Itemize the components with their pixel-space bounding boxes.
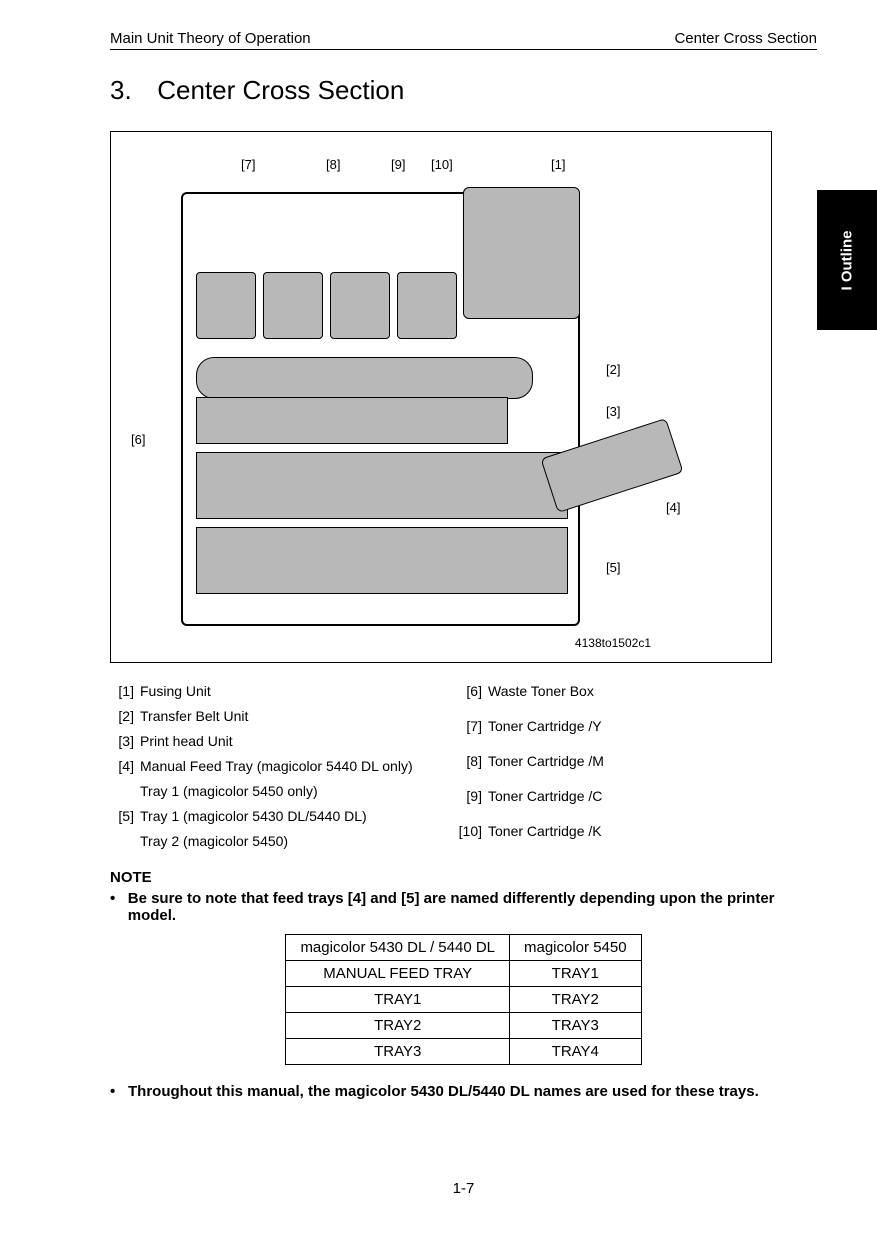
part-number: [3] bbox=[110, 733, 140, 749]
part-number: [1] bbox=[110, 683, 140, 699]
part-number: [5] bbox=[110, 808, 140, 824]
table-cell: TRAY1 bbox=[286, 987, 510, 1013]
table-row: TRAY3TRAY4 bbox=[286, 1039, 641, 1065]
cross-section-figure: [1] [2] [3] [4] [5] [6] [7] [8] [9] [10] 4138to15… bbox=[110, 131, 772, 663]
part-number: [7] bbox=[458, 718, 488, 734]
note-bullet-2: • Throughout this manual, the magicolor … bbox=[110, 1083, 817, 1100]
tray-mapping-table: magicolor 5430 DL / 5440 DLmagicolor 545… bbox=[285, 934, 641, 1065]
callout-c8: [8] bbox=[326, 157, 340, 172]
header-right: Center Cross Section bbox=[674, 30, 817, 47]
part-description: Toner Cartridge /K bbox=[488, 823, 604, 839]
part-description: Toner Cartridge /M bbox=[488, 753, 604, 769]
table-cell: TRAY4 bbox=[510, 1039, 642, 1065]
page-number: 1-7 bbox=[110, 1180, 817, 1197]
parts-list: [1]Fusing Unit[2]Transfer Belt Unit[3]Pr… bbox=[110, 683, 817, 849]
part-description: Waste Toner Box bbox=[488, 683, 604, 699]
bullet-icon: • bbox=[110, 890, 128, 924]
side-tab-label: I Outline bbox=[839, 230, 856, 290]
table-cell: TRAY1 bbox=[510, 961, 642, 987]
callout-c2: [2] bbox=[606, 362, 620, 377]
part-number: [4] bbox=[110, 758, 140, 774]
table-cell: TRAY3 bbox=[510, 1013, 642, 1039]
table-row: TRAY1TRAY2 bbox=[286, 987, 641, 1013]
page-header: Main Unit Theory of Operation Center Cro… bbox=[110, 30, 817, 50]
part-description: Fusing Unit bbox=[140, 683, 450, 699]
note-bullet-1: • Be sure to note that feed trays [4] an… bbox=[110, 890, 817, 924]
part-description: Manual Feed Tray (magicolor 5440 DL only… bbox=[140, 758, 450, 774]
part-number: [2] bbox=[110, 708, 140, 724]
figure-id: 4138to1502c1 bbox=[575, 636, 651, 650]
bullet-icon: • bbox=[110, 1083, 128, 1100]
header-left: Main Unit Theory of Operation bbox=[110, 30, 311, 47]
section-name: Center Cross Section bbox=[157, 75, 404, 105]
table-header: magicolor 5450 bbox=[510, 935, 642, 961]
part-description: Transfer Belt Unit bbox=[140, 708, 450, 724]
part-number: [6] bbox=[458, 683, 488, 699]
table-row: MANUAL FEED TRAYTRAY1 bbox=[286, 961, 641, 987]
section-number: 3. bbox=[110, 75, 150, 106]
note-text-2: Throughout this manual, the magicolor 54… bbox=[128, 1083, 759, 1100]
callout-c5: [5] bbox=[606, 560, 620, 575]
callout-c4: [4] bbox=[666, 500, 680, 515]
note-text-1: Be sure to note that feed trays [4] and … bbox=[128, 890, 817, 924]
side-tab: I Outline bbox=[817, 190, 877, 330]
part-description: Tray 1 (magicolor 5430 DL/5440 DL) bbox=[140, 808, 450, 824]
part-description: Tray 1 (magicolor 5450 only) bbox=[140, 783, 450, 799]
part-number: [8] bbox=[458, 753, 488, 769]
callout-c9: [9] bbox=[391, 157, 405, 172]
section-title: 3. Center Cross Section bbox=[110, 75, 817, 106]
callout-c7: [7] bbox=[241, 157, 255, 172]
callout-c1: [1] bbox=[551, 157, 565, 172]
table-row: TRAY2TRAY3 bbox=[286, 1013, 641, 1039]
callout-c3: [3] bbox=[606, 404, 620, 419]
part-description: Toner Cartridge /Y bbox=[488, 718, 604, 734]
part-description: Toner Cartridge /C bbox=[488, 788, 604, 804]
callout-c10: [10] bbox=[431, 157, 453, 172]
note-heading: NOTE bbox=[110, 869, 817, 886]
table-cell: TRAY3 bbox=[286, 1039, 510, 1065]
callout-c6: [6] bbox=[131, 432, 145, 447]
table-cell: MANUAL FEED TRAY bbox=[286, 961, 510, 987]
table-cell: TRAY2 bbox=[510, 987, 642, 1013]
table-cell: TRAY2 bbox=[286, 1013, 510, 1039]
table-header: magicolor 5430 DL / 5440 DL bbox=[286, 935, 510, 961]
part-number: [9] bbox=[458, 788, 488, 804]
part-number: [10] bbox=[458, 823, 488, 839]
part-description: Tray 2 (magicolor 5450) bbox=[140, 833, 450, 849]
part-description: Print head Unit bbox=[140, 733, 450, 749]
